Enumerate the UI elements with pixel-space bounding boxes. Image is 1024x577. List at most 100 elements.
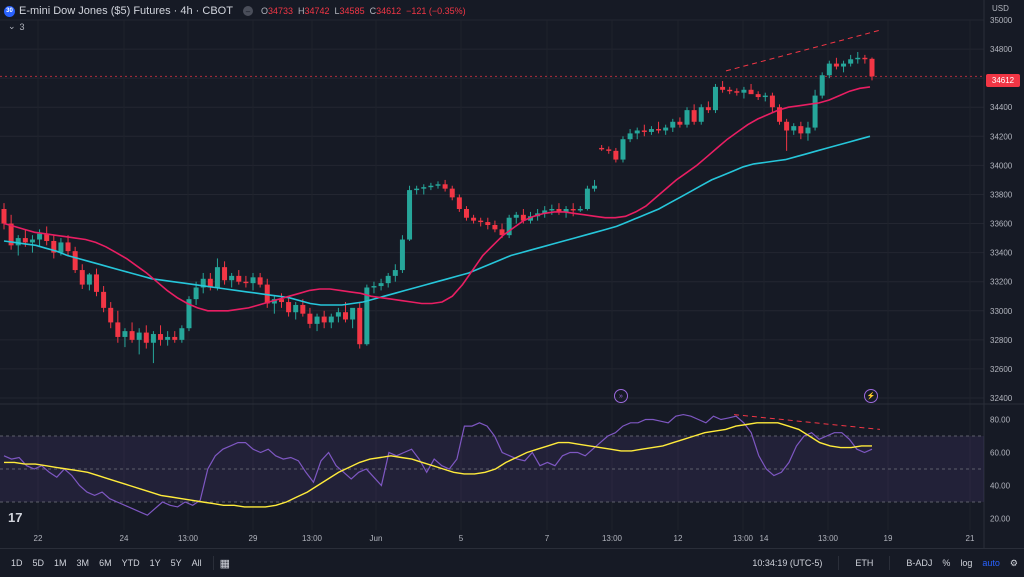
range-5y[interactable]: 5Y [170, 558, 182, 568]
candle-body [826, 63, 832, 76]
candle-body [641, 130, 647, 132]
symbol-title[interactable]: E-mini Dow Jones ($5) Futures · 4h · CBO… [19, 5, 233, 17]
ma-slow-line [3, 135, 871, 306]
price-tick-label: 34800 [990, 45, 1013, 54]
indicators-toggle[interactable]: ⌄ 3 [8, 21, 25, 32]
settings-icon[interactable]: ⚙ [1009, 557, 1018, 568]
percent-toggle[interactable]: % [942, 558, 951, 568]
candle-body [51, 240, 57, 253]
tradingview-logo[interactable]: 17 [8, 510, 23, 525]
candle-body [58, 242, 64, 253]
candle-body [150, 334, 156, 343]
price-tick-label: 32600 [990, 365, 1013, 374]
candle-body [613, 150, 619, 160]
candle-body [463, 209, 469, 218]
currency-label[interactable]: USD [992, 4, 1009, 13]
calendar-goto-icon[interactable]: ▦ [219, 557, 231, 570]
candle-body [385, 275, 391, 284]
market-status-icon[interactable]: – [242, 6, 253, 16]
candle-body [378, 283, 384, 287]
candle-body [833, 63, 839, 67]
candle-body [421, 187, 427, 189]
candle-body [577, 209, 583, 211]
candle-body [115, 322, 121, 337]
candle-body [1, 209, 7, 224]
candle-body [584, 188, 590, 209]
candle-body [371, 286, 377, 288]
log-toggle[interactable]: log [960, 558, 973, 568]
candle-body [691, 110, 697, 122]
candle-body [143, 332, 149, 343]
rsi-tick-label: 40.00 [990, 481, 1011, 490]
candle-body [563, 209, 569, 212]
candle-body [499, 229, 505, 236]
candle-body [513, 214, 519, 218]
time-tick-label: 13:00 [302, 534, 323, 543]
candle-body [485, 222, 491, 225]
candle-body [748, 89, 754, 95]
divider [212, 556, 214, 570]
time-tick-label: 5 [459, 534, 464, 543]
session-toggle[interactable]: ETH [855, 558, 874, 568]
time-tick-label: 14 [760, 534, 769, 543]
close-value: 34612 [376, 6, 402, 16]
candle-body [727, 89, 733, 92]
candle-body [698, 107, 704, 122]
range-ytd[interactable]: YTD [121, 558, 140, 568]
clock[interactable]: 10:34:19 (UTC-5) [752, 558, 823, 568]
open-label: O [260, 6, 268, 16]
candle-body [407, 190, 413, 240]
high-value: 34742 [304, 6, 330, 16]
candle-body [520, 214, 526, 221]
time-tick-label: 13:00 [733, 534, 754, 543]
candle-body [350, 307, 356, 320]
range-1d[interactable]: 1D [11, 558, 23, 568]
price-tick-label: 33600 [990, 220, 1013, 229]
time-tick-label: 12 [674, 534, 683, 543]
candle-body [29, 239, 35, 243]
close-label: C [369, 6, 377, 16]
candle-body [207, 278, 213, 288]
candle-body [314, 316, 320, 324]
candle-body [720, 86, 726, 90]
last-price-tag: 34612 [986, 74, 1020, 87]
candle-body [435, 184, 441, 186]
candle-body [257, 277, 263, 285]
symbol-logo[interactable]: 30 [4, 5, 15, 17]
range-6m[interactable]: 6M [99, 558, 112, 568]
candle-body [293, 304, 299, 313]
rsi-ma-line [4, 422, 872, 508]
candle-body [399, 239, 405, 271]
candle-body [236, 275, 242, 282]
candle-body [44, 233, 50, 241]
candle-body [634, 130, 640, 134]
range-all[interactable]: All [191, 558, 202, 568]
time-tick-label: 29 [249, 534, 258, 543]
candle-body [307, 313, 313, 324]
candle-body [271, 299, 277, 304]
candle-body [158, 334, 164, 340]
high-label: H [298, 6, 305, 16]
candle-body [570, 209, 576, 211]
range-5d[interactable]: 5D [32, 558, 45, 568]
price-tick-label: 32800 [990, 336, 1013, 345]
candle-body [335, 312, 341, 317]
chart-canvas[interactable]: 3500034800346003440034200340003380033600… [0, 0, 1024, 548]
adjust-toggle[interactable]: B-ADJ [906, 558, 933, 568]
candle-body [656, 129, 662, 131]
candle-body [243, 281, 249, 284]
candle-body [179, 328, 185, 340]
range-1m[interactable]: 1M [54, 558, 67, 568]
open-value: 34733 [267, 6, 293, 16]
candle-body [343, 312, 349, 320]
goto-realtime-icon[interactable]: » [614, 389, 628, 403]
range-1y[interactable]: 1Y [149, 558, 161, 568]
price-tick-label: 34000 [990, 161, 1013, 170]
candle-body [777, 107, 783, 122]
candle-body [79, 270, 85, 285]
range-3m[interactable]: 3M [76, 558, 90, 568]
divider [838, 556, 840, 570]
candle-body [471, 217, 477, 221]
lightning-icon[interactable]: ⚡ [864, 389, 878, 403]
auto-toggle[interactable]: auto [982, 558, 1000, 568]
